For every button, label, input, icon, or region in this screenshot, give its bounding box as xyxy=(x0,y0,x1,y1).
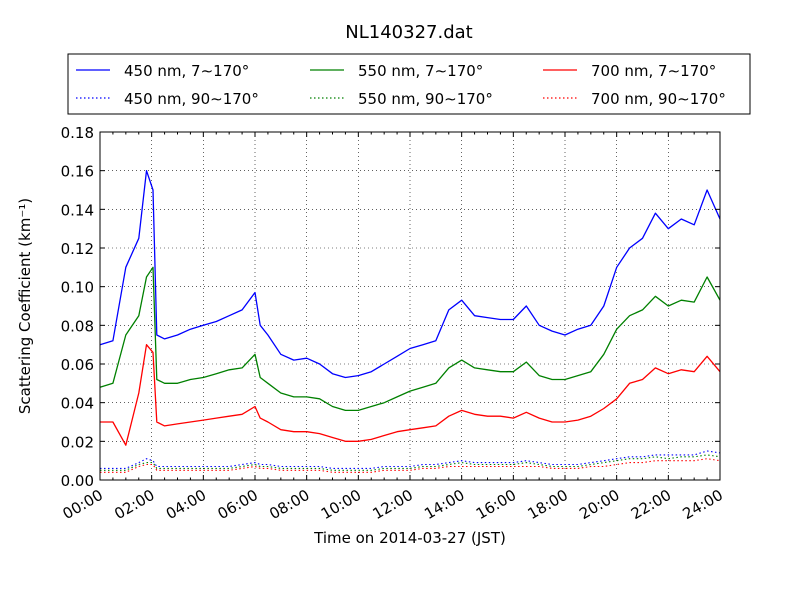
x-tick-label: 16:00 xyxy=(473,486,519,523)
y-tick-label: 0.14 xyxy=(61,201,94,219)
x-tick-label: 06:00 xyxy=(215,486,261,523)
y-axis-label: Scattering Coefficient (km⁻¹) xyxy=(16,198,34,414)
legend-label: 550 nm, 7∼170° xyxy=(358,62,483,80)
x-tick-label: 10:00 xyxy=(318,486,364,523)
legend-label: 450 nm, 7∼170° xyxy=(124,62,249,80)
series-line-1 xyxy=(99,266,721,412)
grid xyxy=(100,132,720,480)
x-tick-label: 12:00 xyxy=(370,486,416,523)
x-tick-label: 08:00 xyxy=(266,486,312,523)
y-tick-label: 0.04 xyxy=(61,395,94,413)
series-line-4 xyxy=(100,454,721,471)
y-tick-label: 0.06 xyxy=(61,356,94,374)
legend-label: 700 nm, 7∼170° xyxy=(591,62,716,80)
legend: 450 nm, 7∼170° 550 nm, 7∼170° 700 nm, 7∼17… xyxy=(67,53,751,115)
y-tick-label: 0.18 xyxy=(61,124,94,142)
legend-box xyxy=(67,53,751,115)
x-tick-label: 24:00 xyxy=(680,486,726,523)
series-line-2 xyxy=(100,344,721,446)
y-tick-label: 0.12 xyxy=(61,240,94,258)
series-line-0 xyxy=(99,170,721,379)
series-line-3 xyxy=(100,450,721,469)
plot-lines xyxy=(99,170,721,473)
x-axis-label: Time on 2014-03-27 (JST) xyxy=(313,529,506,547)
y-tick-label: 0.08 xyxy=(61,317,94,335)
chart-title: NL140327.dat xyxy=(345,22,472,43)
x-tick-label: 14:00 xyxy=(421,486,467,523)
series-line-5 xyxy=(100,458,721,473)
legend-label: 450 nm, 90∼170° xyxy=(124,90,259,108)
x-tick-label: 18:00 xyxy=(525,486,571,523)
y-tick-label: 0.02 xyxy=(61,433,94,451)
x-tick-label: 04:00 xyxy=(163,486,209,523)
legend-label: 550 nm, 90∼170° xyxy=(358,90,493,108)
y-tick-label: 0.00 xyxy=(61,472,94,490)
y-tick-label: 0.16 xyxy=(61,163,94,181)
legend-label: 700 nm, 90∼170° xyxy=(591,90,726,108)
x-tick-label: 00:00 xyxy=(60,486,106,523)
x-tick-label: 20:00 xyxy=(576,486,622,523)
y-tick-label: 0.10 xyxy=(61,279,94,297)
x-tick-label: 22:00 xyxy=(628,486,674,523)
x-tick-label: 02:00 xyxy=(111,486,157,523)
